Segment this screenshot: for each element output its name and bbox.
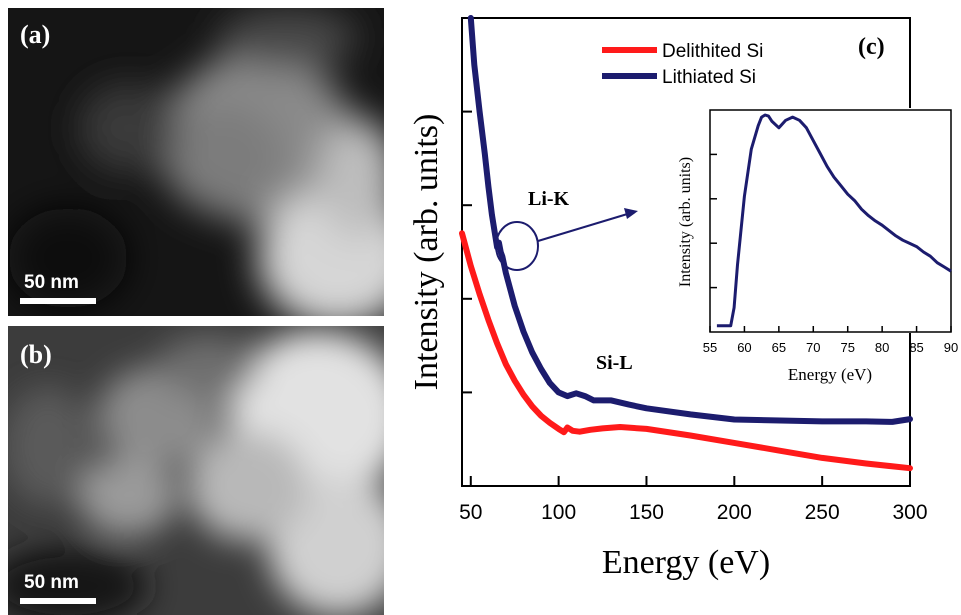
inset-pointer-arrow	[537, 211, 635, 242]
inset-x-tick-label: 60	[737, 340, 751, 355]
series-line-lithiated	[467, 15, 913, 425]
inset-x-tick-label: 80	[875, 340, 889, 355]
legend: Delithited Si Lithiated Si	[602, 41, 763, 88]
inset-series-line	[716, 113, 952, 328]
main-x-tick-label: 300	[892, 501, 927, 524]
main-x-tick-label: 250	[805, 501, 840, 524]
main-x-tick-label: 150	[629, 501, 664, 524]
panel-a-micrograph	[8, 8, 384, 316]
panel-b-label: (b)	[20, 340, 52, 369]
inset-y-axis-label: Intensity (arb. units)	[677, 157, 694, 287]
panel-a-label: (a)	[20, 20, 51, 49]
legend-label-lithiated: Lithiated Si	[662, 67, 756, 88]
inset-y-ticks	[710, 153, 717, 289]
main-x-tick-label: 50	[459, 501, 482, 524]
inset-x-axis-label: Energy (eV)	[788, 365, 872, 384]
panel-a-scale-bar	[20, 298, 96, 304]
inset-x-tick-label: 65	[772, 340, 786, 355]
inset-x-tick-label: 90	[944, 340, 958, 355]
annotation-si-l: Si-L	[596, 352, 633, 374]
series-line-delithited	[459, 230, 913, 472]
panel-b-scale-label: 50 nm	[24, 572, 79, 593]
main-x-tick-label: 200	[717, 501, 752, 524]
inset-x-tick-label: 70	[806, 340, 820, 355]
inset-plot-frame	[709, 109, 952, 333]
li-k-edge-circle	[495, 221, 539, 271]
inset-x-tick-label: 75	[840, 340, 854, 355]
main-x-ticks: 50 100 150 200 250 300	[459, 476, 928, 524]
legend-label-delithited: Delithited Si	[662, 41, 763, 62]
arrow-head	[624, 208, 638, 219]
panel-b-scale-bar	[20, 598, 96, 604]
panel-c-label: (c)	[858, 34, 885, 60]
panel-b-micrograph	[8, 326, 384, 615]
inset-background	[706, 108, 952, 333]
inset-x-tick-label: 85	[909, 340, 923, 355]
main-x-tick-label: 100	[541, 501, 576, 524]
main-series-lines	[459, 15, 913, 472]
main-y-ticks	[462, 110, 472, 394]
main-x-axis-label: Energy (eV)	[602, 544, 770, 581]
inset-x-ticks: 55 60 65 70 75 80 85 90	[703, 326, 958, 355]
panel-a-scale-label: 50 nm	[24, 272, 79, 293]
inset-x-tick-label: 55	[703, 340, 717, 355]
inset-series-line-lithiated	[716, 113, 952, 328]
main-y-axis-label: Intensity (arb. units)	[408, 114, 445, 391]
annotation-li-k: Li-K	[528, 188, 570, 210]
